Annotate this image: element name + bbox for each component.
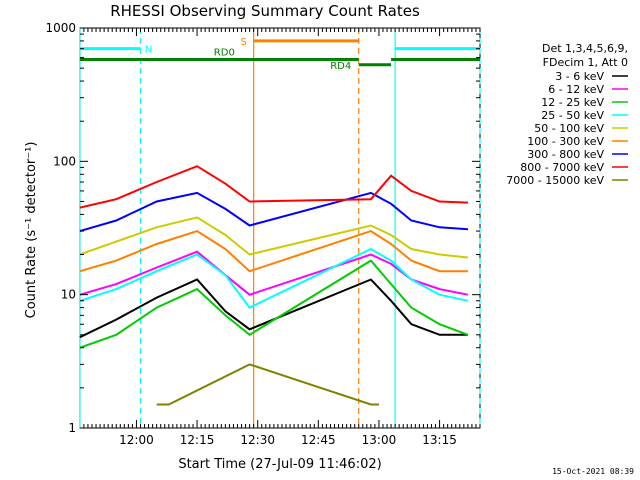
legend-entry: 12 - 25 keV: [541, 96, 604, 109]
series-line: [79, 247, 469, 309]
y-tick-label: 100: [53, 154, 76, 168]
legend-entry: 7000 - 15000 keV: [506, 174, 604, 187]
saa-label: S: [240, 37, 246, 48]
y-axis-label: Count Rate (s⁻¹ detector⁻¹): [24, 142, 39, 319]
legend-header: Det 1,3,4,5,6,9,: [542, 42, 628, 55]
y-tick-label: 1: [68, 421, 76, 435]
series-line: [79, 165, 468, 209]
legend-entry: 25 - 50 keV: [541, 109, 604, 122]
legend: Det 1,3,4,5,6,9,FDecim 1, Att 03 - 6 keV…: [506, 42, 628, 187]
rd4-label: RD4: [330, 61, 351, 72]
series-line: [79, 250, 469, 296]
series-line: [79, 191, 468, 233]
x-tick-label: 12:15: [180, 433, 215, 447]
legend-entry: 50 - 100 keV: [534, 122, 604, 135]
legend-entry: 100 - 300 keV: [527, 135, 604, 148]
y-axis: 1 10 100 1000: [45, 21, 480, 435]
legend-header: FDecim 1, Att 0: [543, 56, 628, 69]
footer-timestamp: 15-Oct-2021 08:39: [552, 467, 634, 476]
y-tick-label: 1000: [45, 21, 76, 35]
x-tick-label: 12:00: [119, 433, 154, 447]
x-tick-label: 12:45: [301, 433, 336, 447]
chart-title: RHESSI Observing Summary Count Rates: [110, 2, 420, 20]
legend-entry: 3 - 6 keV: [555, 70, 604, 83]
x-axis-label: Start Time (27-Jul-09 11:46:02): [178, 457, 381, 472]
night-label: N: [145, 45, 152, 56]
series-line: [156, 363, 379, 406]
series-line: [79, 259, 469, 349]
x-tick-label: 12:30: [240, 433, 275, 447]
legend-entry: 6 - 12 keV: [548, 83, 604, 96]
series-line: [79, 216, 469, 259]
x-axis: 12:00 12:15 12:30 12:45 13:00 13:15: [83, 28, 481, 447]
x-tick-label: 13:00: [362, 433, 397, 447]
legend-entry: 300 - 800 keV: [527, 148, 604, 161]
y-tick-label: 10: [61, 288, 76, 302]
plot-area: N S RD0 RD4: [79, 27, 481, 429]
series-line: [79, 230, 468, 273]
rd0-label: RD0: [214, 48, 235, 59]
series-line: [79, 278, 468, 339]
x-tick-label: 13:15: [422, 433, 457, 447]
legend-entry: 800 - 7000 keV: [520, 161, 604, 174]
